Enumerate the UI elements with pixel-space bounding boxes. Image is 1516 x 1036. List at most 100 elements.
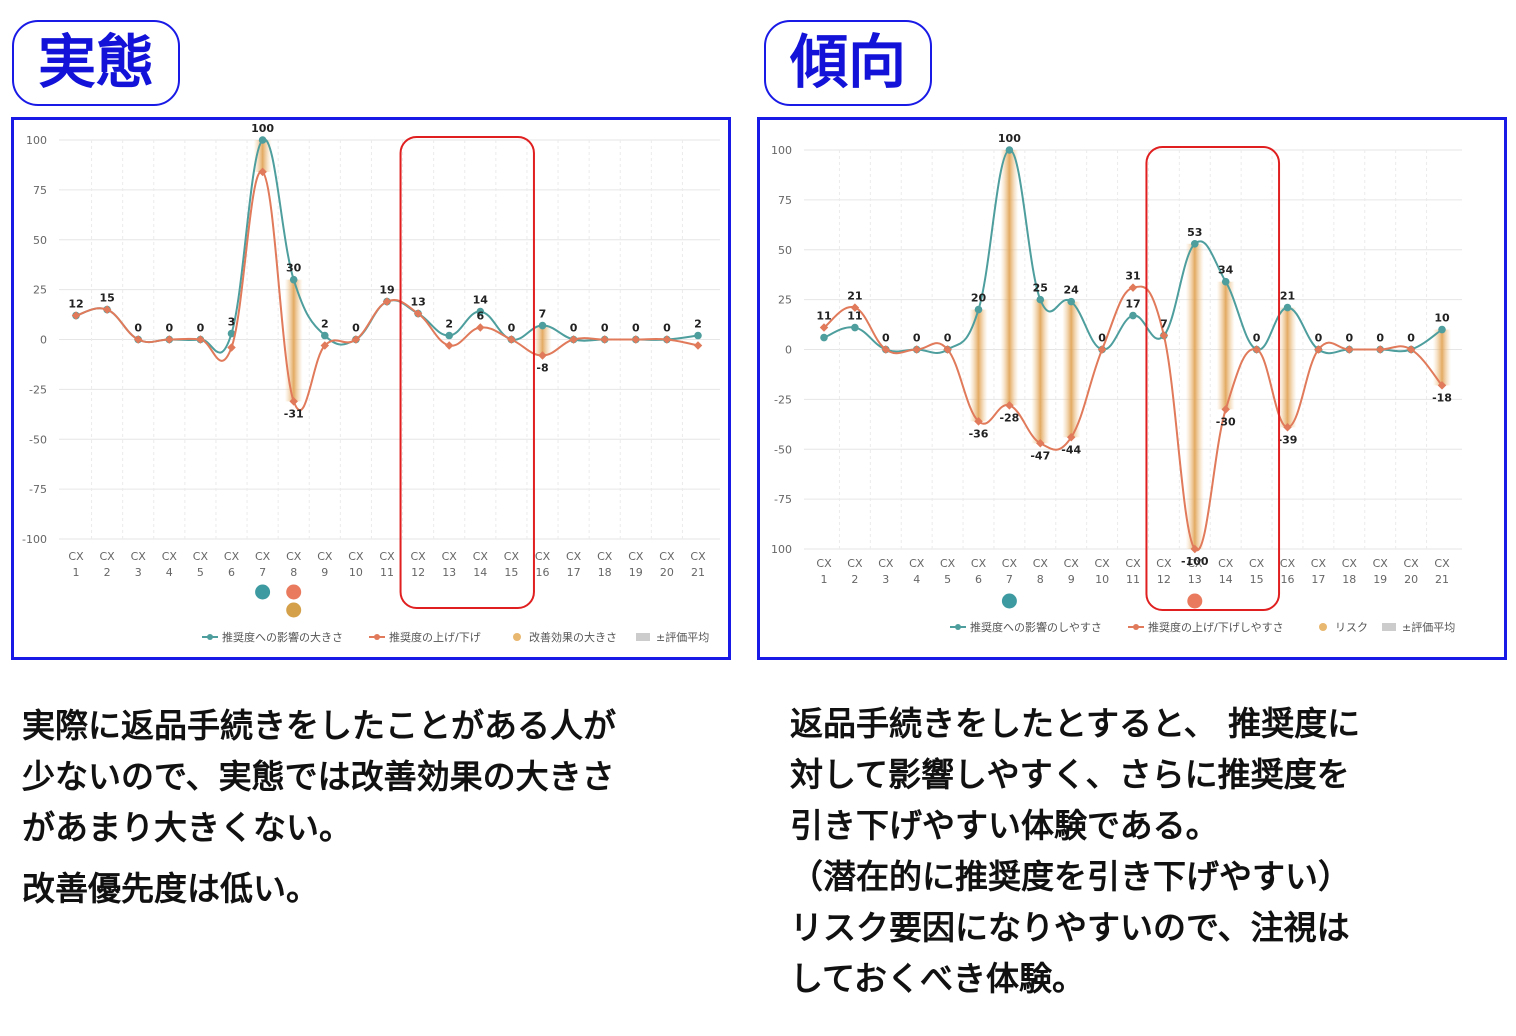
x-tick-label: 1 — [73, 566, 80, 579]
data-label: 21 — [1280, 290, 1295, 303]
x-tick-label: CX — [628, 550, 644, 563]
x-tick-label: CX — [909, 557, 925, 570]
x-tick-label: 13 — [1188, 573, 1202, 586]
data-label: 19 — [379, 284, 394, 297]
x-tick-label: 20 — [660, 566, 674, 579]
x-tick-label: 19 — [1373, 573, 1387, 586]
data-label: -18 — [1432, 391, 1452, 404]
legend-label: 推奨度の上げ/下げ — [389, 630, 481, 644]
series-point — [289, 275, 298, 284]
series-point — [382, 297, 392, 306]
series-point — [1406, 345, 1416, 354]
x-tick-label: CX — [131, 550, 147, 563]
series-point — [1437, 381, 1447, 390]
series-point — [165, 335, 174, 344]
series-point — [227, 343, 236, 352]
legend-label: ±評価平均 — [1402, 620, 1455, 634]
right-desc-line: しておくべき体験。 — [790, 959, 1086, 998]
y-tick-label: -75 — [774, 493, 792, 506]
x-tick-label: CX — [379, 550, 395, 563]
data-label: 34 — [1218, 264, 1234, 277]
data-label: 24 — [1064, 284, 1080, 297]
y-tick-label: 100 — [771, 543, 792, 556]
x-tick-label: CX — [162, 550, 178, 563]
gradient-bar — [1031, 299, 1050, 444]
x-tick-label: CX — [442, 550, 458, 563]
data-label: -30 — [1216, 415, 1236, 428]
x-tick-label: CX — [1373, 557, 1389, 570]
series-point — [1129, 311, 1137, 320]
data-label: 100 — [998, 132, 1021, 145]
series-point — [1314, 345, 1323, 354]
x-tick-label: CX — [1187, 557, 1203, 570]
x-tick-label: CX — [1064, 557, 1080, 570]
data-label: 13 — [410, 296, 425, 309]
data-label: 25 — [1033, 282, 1048, 295]
x-tick-label: 14 — [1219, 573, 1233, 586]
x-tick-label: 10 — [349, 566, 363, 579]
series-point — [694, 331, 702, 340]
x-tick-label: CX — [504, 550, 520, 563]
data-label: 12 — [68, 298, 83, 311]
series-point — [476, 323, 485, 332]
x-tick-label: CX — [1218, 557, 1234, 570]
x-tick-label: CX — [1280, 557, 1296, 570]
gradient-bar — [533, 325, 552, 356]
x-tick-label: CX — [410, 550, 426, 563]
left-title-text: 実態 — [37, 28, 154, 96]
gradient-bar — [1062, 301, 1081, 438]
y-tick-label: 100 — [26, 134, 47, 147]
data-label: 6 — [476, 310, 484, 323]
right-title-text: 傾向 — [789, 28, 906, 96]
x-tick-label: 8 — [1037, 573, 1044, 586]
x-tick-label: 15 — [504, 566, 518, 579]
x-tick-label: CX — [1125, 557, 1141, 570]
gradient-bar — [1278, 307, 1297, 428]
data-label: 53 — [1187, 226, 1202, 239]
x-tick-label: 21 — [1435, 573, 1449, 586]
legend-label: ±評価平均 — [656, 630, 709, 644]
data-label: 0 — [352, 322, 360, 335]
series-point — [1067, 297, 1075, 306]
series-point — [351, 335, 361, 344]
x-tick-label: 18 — [1342, 573, 1356, 586]
data-label: 3 — [228, 316, 236, 329]
y-tick-label: 50 — [778, 244, 792, 257]
data-label: -44 — [1061, 443, 1081, 456]
y-tick-label: 25 — [33, 284, 47, 297]
left-chart-panel: 100 75 50 25 0 -25 -50 -75 -100 CX 1 CX 2 CX 3 CX 4 CX 5 CX… — [11, 117, 731, 660]
series-point — [850, 303, 860, 312]
x-tick-label: 2 — [851, 573, 858, 586]
gradient-bar — [969, 309, 988, 422]
left-description: 実際に返品手続きをしたことがある人が 少ないので、実態では改善効果の大きさ があ… — [22, 700, 742, 914]
series-point — [569, 335, 578, 344]
x-tick-label: 4 — [913, 573, 920, 586]
legend-label: 推奨度の上げ/下げしやすさ — [1148, 620, 1284, 634]
x-tick-label: CX — [99, 550, 115, 563]
x-tick-label: 17 — [567, 566, 581, 579]
x-tick-label: 21 — [691, 566, 705, 579]
category-marker — [1187, 593, 1203, 609]
x-tick-label: CX — [847, 557, 863, 570]
x-tick-label: 9 — [1068, 573, 1075, 586]
x-tick-label: CX — [878, 557, 894, 570]
category-marker — [1001, 593, 1017, 609]
right-desc-line: 返品手続きをしたとすると、 推奨度に — [790, 704, 1361, 743]
category-marker — [286, 602, 302, 618]
right-chart-panel: 100 75 50 25 0 -25 -50 -75 100 CX 1 CX 2 CX 3 CX 4 CX 5 CX 6… — [757, 117, 1507, 660]
series-point — [1190, 544, 1200, 554]
series-point — [1005, 401, 1014, 410]
legend-swatch — [1319, 623, 1327, 631]
y-tick-label: 0 — [40, 334, 47, 347]
series-point — [444, 341, 454, 350]
data-label: 11 — [816, 310, 831, 323]
data-label: 15 — [99, 292, 114, 305]
series-point — [321, 331, 329, 340]
data-label: 31 — [1125, 270, 1140, 283]
series-point — [912, 345, 921, 354]
left-desc-line: があまり大きくない。 — [22, 808, 352, 847]
x-tick-label: CX — [1156, 557, 1172, 570]
series-point — [851, 323, 859, 332]
data-label: 0 — [165, 322, 173, 335]
data-label: 10 — [1434, 312, 1450, 325]
